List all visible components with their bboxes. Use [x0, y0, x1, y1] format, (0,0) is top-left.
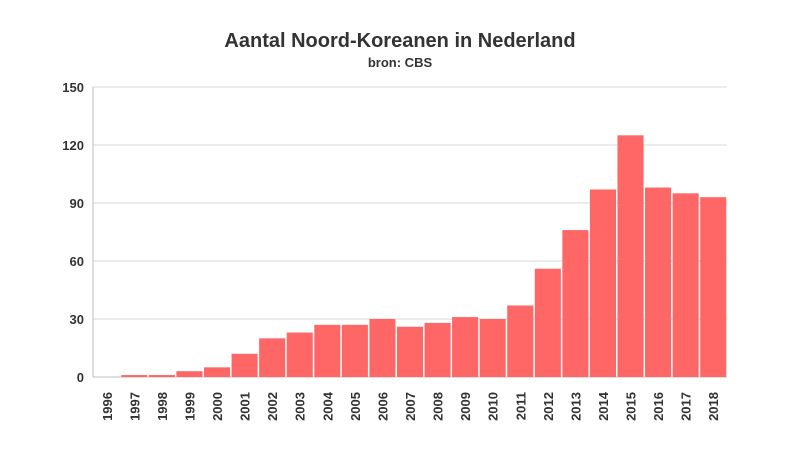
x-tick-label: 1999 — [182, 392, 197, 421]
x-tick-label: 2002 — [265, 392, 280, 421]
y-tick-label: 120 — [62, 138, 84, 153]
bar-2000 — [204, 367, 231, 377]
x-tick-label: 2005 — [348, 392, 363, 421]
x-tick-label: 2015 — [624, 392, 639, 421]
y-tick-label: 0 — [77, 370, 84, 385]
bar-2018 — [700, 197, 727, 377]
bar-2009 — [452, 317, 479, 377]
y-tick-label: 150 — [62, 80, 84, 95]
x-tick-label: 2006 — [375, 392, 390, 421]
x-tick-label: 2007 — [403, 392, 418, 421]
bar-1999 — [176, 371, 203, 377]
bar-2017 — [672, 193, 699, 377]
bar-2005 — [341, 324, 368, 377]
bar-2011 — [507, 305, 534, 377]
x-tick-label: 1998 — [155, 392, 170, 421]
x-tick-label: 2014 — [596, 391, 611, 421]
bar-2013 — [562, 230, 589, 377]
x-tick-label: 2011 — [513, 392, 528, 420]
x-tick-label: 2018 — [706, 392, 721, 421]
chart-title: Aantal Noord-Koreanen in Nederland — [224, 30, 575, 52]
bar-2016 — [645, 187, 672, 377]
y-axis-ticks: 0 30 60 90 120 150 — [62, 80, 84, 385]
x-tick-label: 1997 — [127, 392, 142, 421]
x-tick-label: 2008 — [431, 392, 446, 421]
bar-2002 — [259, 338, 286, 377]
bar-2006 — [369, 319, 396, 377]
chart-subtitle: bron: CBS — [368, 55, 433, 70]
bar-2012 — [534, 268, 561, 377]
x-tick-label: 2003 — [293, 392, 308, 421]
x-tick-label: 2000 — [210, 392, 225, 421]
x-axis-ticks: 1996 1997 1998 1999 2000 2001 2002 2003 2004 2005… — [100, 391, 721, 421]
bar-2004 — [314, 324, 341, 377]
y-tick-label: 30 — [70, 312, 84, 327]
bar-2007 — [396, 326, 424, 377]
x-tick-label: 2017 — [679, 392, 694, 421]
x-tick-label: 2013 — [568, 392, 583, 421]
bar-2015 — [617, 135, 644, 377]
bar-2008 — [424, 322, 451, 377]
bar-2014 — [589, 189, 616, 377]
y-tick-label: 60 — [70, 254, 84, 269]
x-tick-label: 2009 — [458, 392, 473, 421]
bar-2003 — [286, 332, 313, 377]
x-tick-label: 1996 — [100, 392, 115, 421]
y-tick-label: 90 — [70, 196, 84, 211]
x-tick-label: 2010 — [486, 392, 501, 421]
x-tick-label: 2016 — [651, 392, 666, 421]
x-tick-label: 2001 — [238, 392, 253, 421]
x-tick-label: 2004 — [320, 391, 335, 421]
bar-1998 — [148, 375, 175, 377]
x-tick-label: 2012 — [541, 392, 556, 421]
bars — [121, 135, 727, 377]
bar-1997 — [121, 375, 148, 377]
bar-2001 — [231, 353, 258, 377]
bar-2010 — [479, 319, 506, 377]
